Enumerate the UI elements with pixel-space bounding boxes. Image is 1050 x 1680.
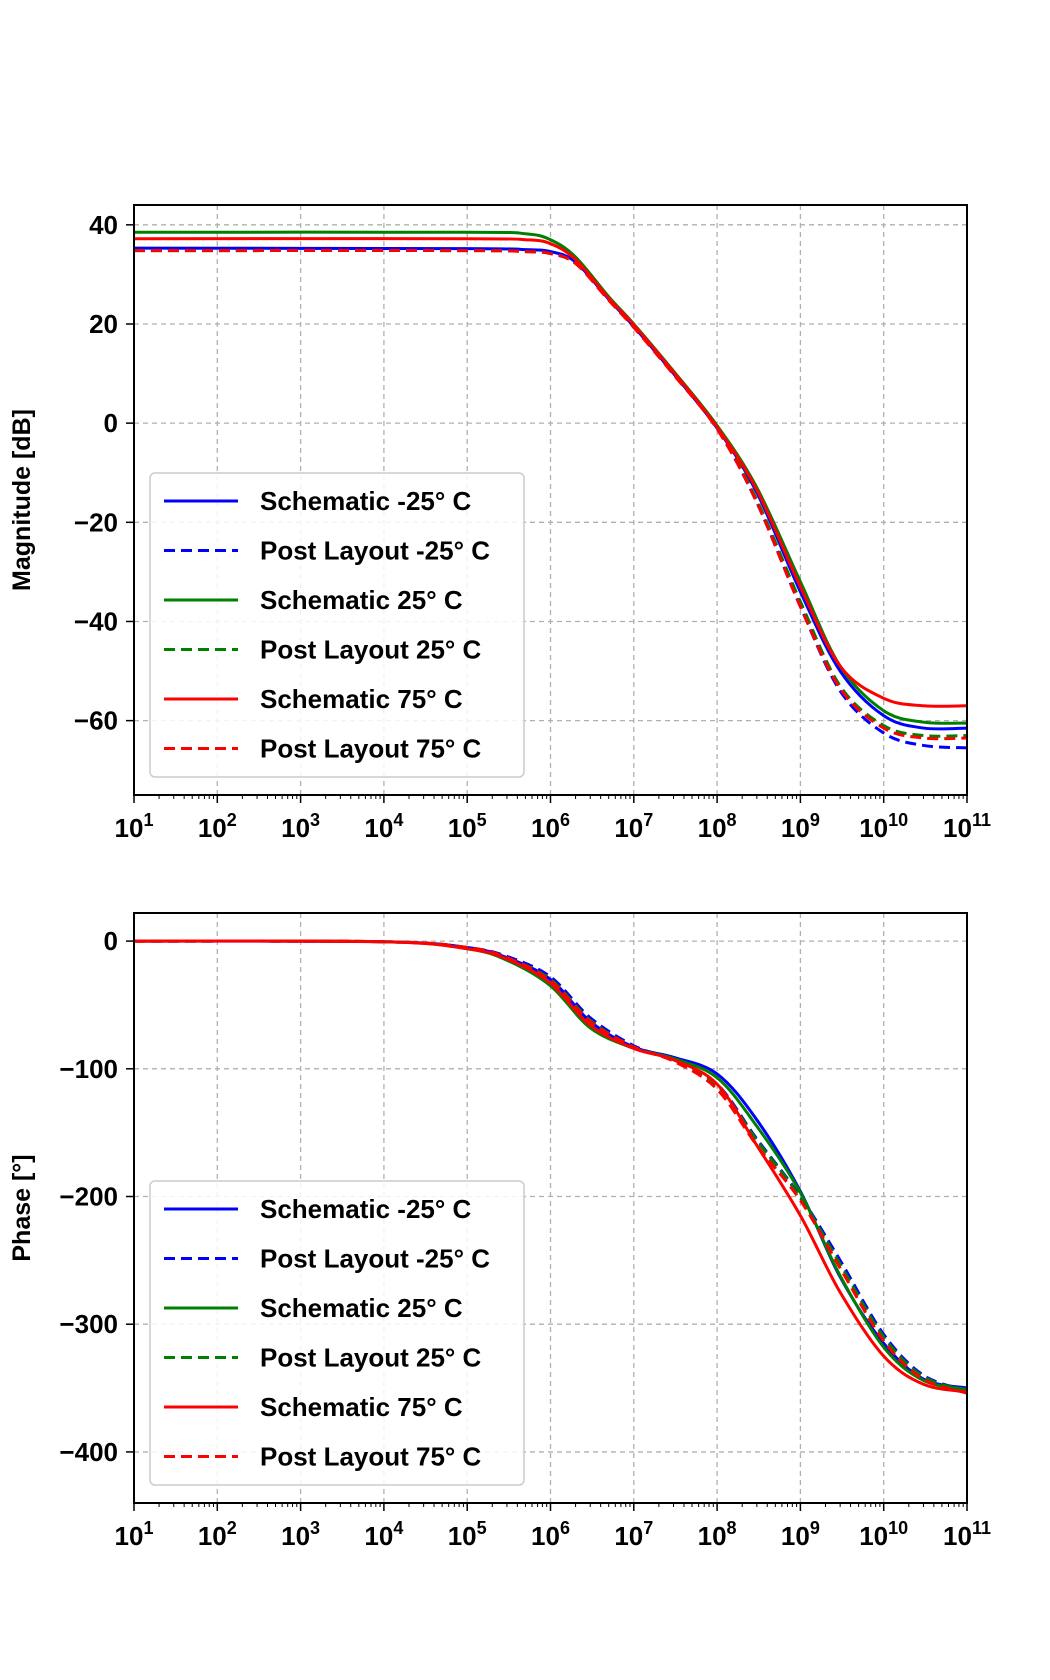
x-tick-label: 107 (614, 1518, 653, 1551)
x-tick-label: 109 (781, 1518, 820, 1551)
x-tick-label: 105 (448, 1518, 487, 1551)
legend: Schematic -25° C Post Layout -25° C Schema… (149, 472, 525, 778)
x-tick-label: 101 (115, 1518, 154, 1551)
y-tick-label: −400 (59, 1437, 118, 1467)
y-tick-label: −40 (74, 606, 118, 636)
x-tick-label: 109 (781, 810, 820, 843)
x-tick-label: 106 (531, 810, 570, 843)
y-axis-label: Phase [°] (8, 1154, 36, 1261)
legend-label-post-layout-25-c: Post Layout -25° C (260, 1244, 490, 1274)
x-tick-label: 1010 (859, 1518, 908, 1551)
legend-label-schematic-25-c: Schematic -25° C (260, 486, 471, 516)
magnitude-panel: 101 102 103 104 105 106 107 108 109 1010 1011 40 20 0… (8, 204, 991, 843)
x-tick-label: 106 (531, 1518, 570, 1551)
y-tick-label: −200 (59, 1182, 118, 1212)
axes-frame (133, 204, 968, 796)
legend-label-post-layout-25-c: Post Layout 25° C (260, 1343, 482, 1373)
y-tick-label: 0 (104, 408, 118, 438)
legend-label-post-layout-25-c: Post Layout 25° C (260, 635, 482, 665)
y-tick-label: −60 (74, 706, 118, 736)
y-tick-label: 20 (89, 309, 118, 339)
x-tick-label: 1011 (943, 810, 991, 843)
x-tick-label: 105 (448, 810, 487, 843)
legend-label-schematic-25-c: Schematic 25° C (260, 585, 463, 615)
axes-frame (133, 912, 968, 1504)
x-tick-label: 101 (115, 810, 154, 843)
legend-box (149, 1180, 525, 1486)
y-tick-label: 40 (89, 210, 118, 240)
x-tick-label: 103 (281, 1518, 320, 1551)
phase-panel: 101 102 103 104 105 106 107 108 109 1010 1011 0 −100… (8, 912, 991, 1551)
x-tick-label: 104 (364, 810, 403, 843)
x-tick-label: 108 (698, 810, 737, 843)
legend-label-schematic-75-c: Schematic 75° C (260, 684, 463, 714)
x-tick-label: 103 (281, 810, 320, 843)
legend-label-post-layout-75-c: Post Layout 75° C (260, 1442, 482, 1472)
y-tick-label: 0 (104, 926, 118, 956)
legend-label-post-layout-25-c: Post Layout -25° C (260, 536, 490, 566)
series-line-schematic-75-c (134, 237, 967, 708)
x-tick-label: 107 (614, 810, 653, 843)
legend-label-schematic-25-c: Schematic 25° C (260, 1293, 463, 1323)
x-tick-label: 104 (364, 1518, 403, 1551)
y-tick-label: −20 (74, 507, 118, 537)
legend-label-schematic-75-c: Schematic 75° C (260, 1392, 463, 1422)
legend: Schematic -25° C Post Layout -25° C Schema… (149, 1180, 525, 1486)
series-line-post-layout-75-c (134, 249, 967, 741)
y-tick-label: −300 (59, 1309, 118, 1339)
x-tick-label: 1011 (943, 1518, 991, 1551)
y-tick-label: −100 (59, 1054, 118, 1084)
series-line-post-layout-75-c (134, 939, 967, 1395)
x-tick-label: 108 (698, 1518, 737, 1551)
x-tick-label: 1010 (859, 810, 908, 843)
x-tick-label: 102 (198, 810, 237, 843)
x-tick-label: 102 (198, 1518, 237, 1551)
legend-label-schematic-25-c: Schematic -25° C (260, 1194, 471, 1224)
y-axis-label: Magnitude [dB] (8, 409, 36, 591)
legend-label-post-layout-75-c: Post Layout 75° C (260, 734, 482, 764)
legend-box (149, 472, 525, 778)
